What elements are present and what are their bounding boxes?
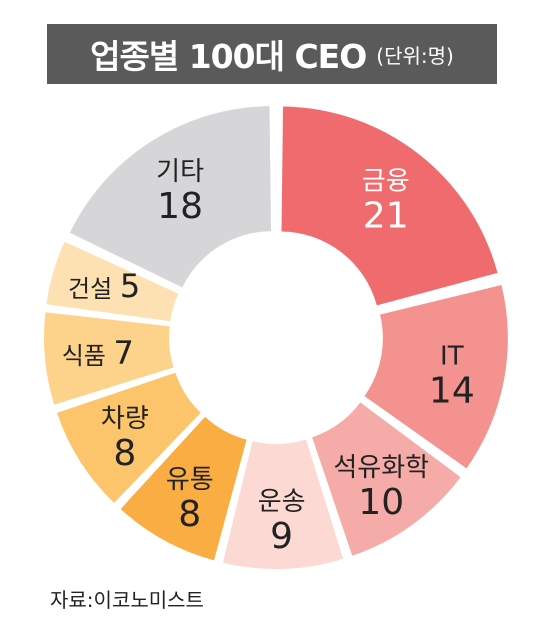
slice-group-6: 차량8 [56, 372, 201, 503]
slice-category-4: 운송 [258, 487, 306, 517]
slice-category-7: 식품 [62, 342, 114, 370]
donut-slice-6 [56, 372, 201, 503]
donut-slice-5 [120, 416, 247, 561]
donut-slice-8 [46, 241, 179, 322]
slice-category-3: 석유화학 [333, 453, 429, 483]
slice-group-8: 건설 5 [46, 241, 179, 322]
slice-group-7: 식품 7 [44, 312, 174, 405]
slice-value-2: 14 [429, 371, 475, 412]
slice-value-4: 9 [270, 516, 293, 557]
slice-value-9: 18 [157, 186, 203, 227]
donut-slice-1 [281, 106, 498, 306]
unit-label: (단위:명) [376, 43, 454, 68]
slice-category-6: 차량 [101, 404, 149, 434]
slice-value-5: 8 [178, 494, 201, 535]
slice-group-4: 운송9 [222, 439, 344, 569]
donut-slice-2 [364, 285, 508, 469]
source-note: 자료:이코노미스트 [50, 588, 204, 612]
slice-group-5: 유통8 [120, 416, 247, 561]
donut-slice-4 [222, 439, 344, 569]
slice-category-1: 금융 [362, 167, 410, 197]
donut-slice-3 [312, 402, 461, 556]
slice-category-9: 기타 [156, 157, 204, 187]
slice-value-1: 21 [363, 196, 409, 237]
slice-category-2: IT [440, 342, 464, 372]
slice-label-7: 식품 7 [62, 334, 134, 372]
slice-label-8: 건설 5 [68, 267, 140, 305]
slice-value-8: 5 [120, 267, 140, 305]
slice-value-7: 7 [114, 334, 134, 372]
slice-category-5: 유통 [166, 465, 214, 495]
donut-slice-9 [69, 106, 272, 288]
slice-category-8: 건설 [68, 275, 120, 303]
chart-title-bar: 업종별 100대 CEO (단위:명) [47, 24, 497, 84]
donut-slice-7 [44, 312, 174, 405]
slice-value-3: 10 [358, 482, 404, 523]
slice-value-6: 8 [113, 433, 136, 474]
chart-title: 업종별 100대 CEO [90, 37, 367, 76]
